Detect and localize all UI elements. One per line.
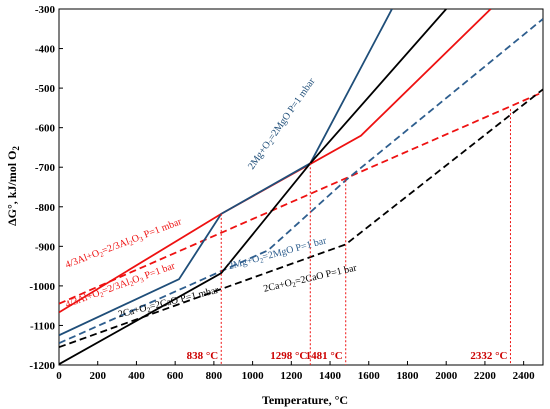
x-tick-label: 600 — [167, 370, 184, 382]
x-tick-label: 1000 — [242, 370, 265, 382]
x-tick-label: 0 — [56, 370, 62, 382]
x-tick-label: 400 — [128, 370, 145, 382]
y-tick-label: -400 — [35, 44, 56, 56]
series-line-5 — [59, 88, 543, 349]
x-tick-label: 1400 — [319, 370, 342, 382]
plot-frame — [58, 8, 544, 366]
series-line-0 — [59, 9, 492, 314]
y-tick-label: -1000 — [29, 281, 55, 293]
series-line-3 — [59, 18, 543, 345]
y-tick-label: -600 — [35, 123, 56, 135]
y-axis-label: ΔG°, kJ/mol O2 — [5, 146, 21, 226]
series-line-1 — [59, 91, 543, 305]
y-tick-label: -1100 — [30, 320, 56, 332]
y-axis-label-sub: 2 — [11, 146, 21, 151]
series-line-4 — [59, 9, 447, 365]
y-tick-label: -300 — [35, 4, 56, 16]
y-axis-label-main: ΔG°, kJ/mol O — [5, 151, 19, 226]
x-tick-label: 1200 — [280, 370, 303, 382]
x-tick-label: 1600 — [358, 370, 381, 382]
x-tick-label: 2000 — [435, 370, 458, 382]
y-tick-label: -900 — [35, 241, 56, 253]
series-label-4: 2Ca+O2=2CaO P=1 mbar — [117, 285, 221, 322]
y-tick-label: -700 — [35, 162, 56, 174]
x-tick-label: 2400 — [513, 370, 536, 382]
x-tick-label: 1800 — [396, 370, 419, 382]
series-label-2: 2Mg+O2=2MgO P=1 mbar — [246, 76, 319, 173]
x-tick-label: 2200 — [474, 370, 497, 382]
marker-label-3: 2332 °C — [470, 350, 507, 362]
y-tick-label: -800 — [35, 202, 56, 214]
labels-layer: 4/3Al+O2=2/3Al2O3 P=1 mbar4/3Al+O2=2/3Al… — [64, 76, 359, 322]
y-tick-label: -1200 — [29, 360, 55, 372]
marker-label-0: 838 °C — [187, 350, 219, 362]
x-axis-label: Temperature, °C — [262, 393, 348, 407]
marker-label-2: 1481 °C — [306, 350, 343, 362]
x-tick-label: 800 — [206, 370, 223, 382]
marker-label-1: 1298 °C — [270, 350, 307, 362]
x-tick-label: 200 — [89, 370, 106, 382]
axes: 0 200 400 600 800 1000 1200 1400 1600 1800 2000 220… — [29, 4, 544, 382]
y-tick-label: -500 — [35, 83, 56, 95]
